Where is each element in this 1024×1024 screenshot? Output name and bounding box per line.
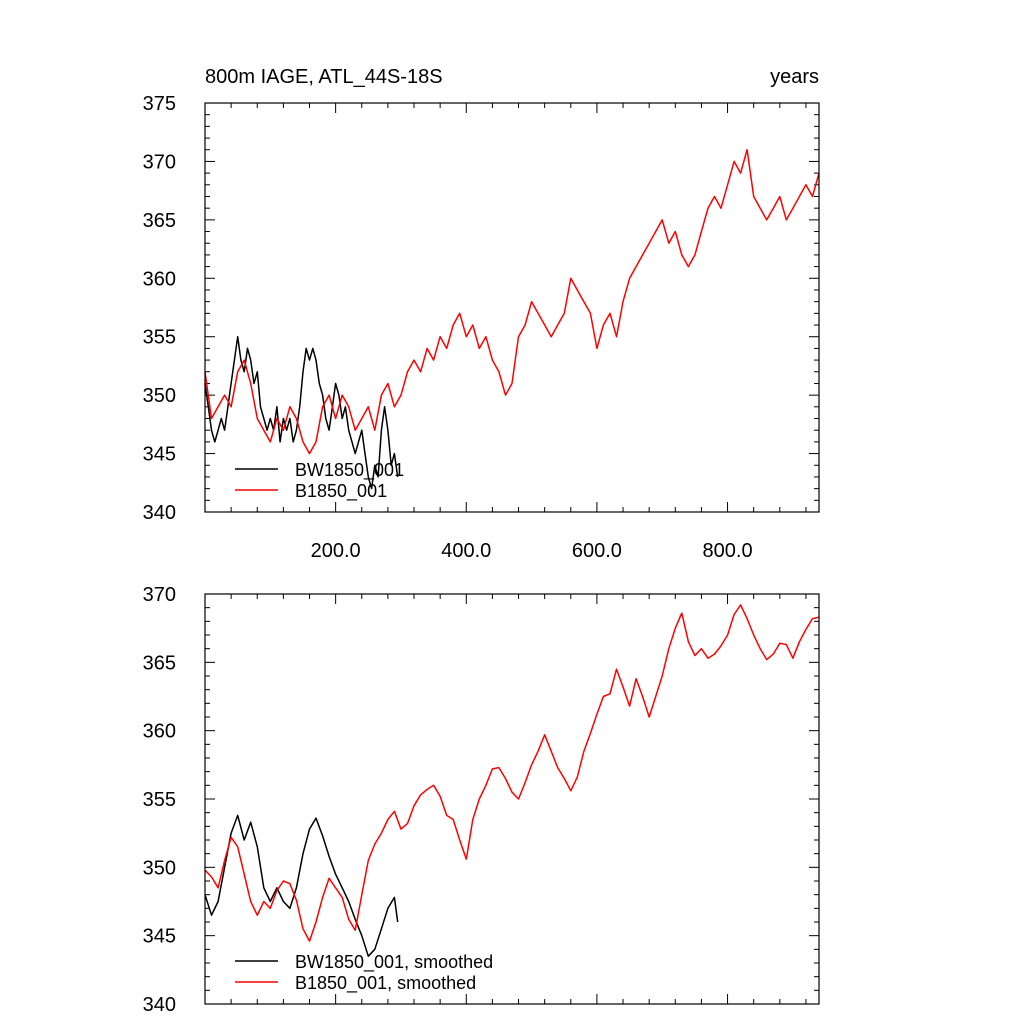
y-tick-label: 360 [143, 268, 176, 290]
series-line-bw1850 [204, 335, 399, 490]
y-tick-labels: 340 345 350 355 360 365 370 375 [143, 93, 176, 524]
axis-ticks [205, 102, 819, 513]
plot-frame [204, 593, 820, 1005]
series-line-b1850 [204, 604, 820, 942]
legend-label-b1850-smoothed: B1850_001, smoothed [295, 973, 476, 994]
series-lines [204, 604, 820, 957]
x-tick-label: 200.0 [311, 540, 361, 562]
top-panel: 800m IAGE, ATL_44S-18S years 340 345 350 35… [143, 66, 820, 562]
legend: BW1850_001, smoothed B1850_001, smoothed [235, 952, 493, 994]
y-tick-label: 345 [143, 926, 176, 948]
legend-label-b1850: B1850_001 [295, 481, 387, 502]
y-tick-labels: 340 345 350 355 360 365 370 [143, 584, 176, 1016]
series-line-b1850 [204, 148, 820, 455]
legend: BW1850_001 B1850_001 [235, 460, 404, 502]
y-tick-label: 345 [143, 444, 176, 466]
plot-frame [204, 102, 820, 513]
units-label: years [770, 66, 819, 88]
series-lines [204, 148, 820, 490]
y-tick-label: 355 [143, 327, 176, 349]
bottom-panel: 340 345 350 355 360 365 370 BW1850_001, smooth… [143, 584, 820, 1016]
y-tick-label: 365 [143, 210, 176, 232]
y-tick-label: 350 [143, 385, 176, 407]
y-tick-label: 340 [143, 502, 176, 524]
series-line-bw1850 [204, 814, 399, 957]
x-tick-labels: 200.0 400.0 600.0 800.0 [311, 540, 753, 562]
x-tick-label: 400.0 [441, 540, 491, 562]
y-tick-label: 340 [143, 994, 176, 1016]
y-tick-label: 375 [143, 93, 176, 115]
y-tick-label: 355 [143, 789, 176, 811]
y-tick-label: 365 [143, 652, 176, 674]
legend-label-bw1850: BW1850_001 [295, 460, 404, 481]
y-tick-label: 350 [143, 857, 176, 879]
y-tick-label: 370 [143, 584, 176, 606]
y-tick-label: 370 [143, 151, 176, 173]
x-tick-label: 600.0 [572, 540, 622, 562]
chart-title: 800m IAGE, ATL_44S-18S [205, 66, 443, 88]
x-tick-label: 800.0 [703, 540, 753, 562]
axis-ticks [205, 593, 819, 1005]
y-tick-label: 360 [143, 721, 176, 743]
legend-label-bw1850-smoothed: BW1850_001, smoothed [295, 952, 493, 973]
